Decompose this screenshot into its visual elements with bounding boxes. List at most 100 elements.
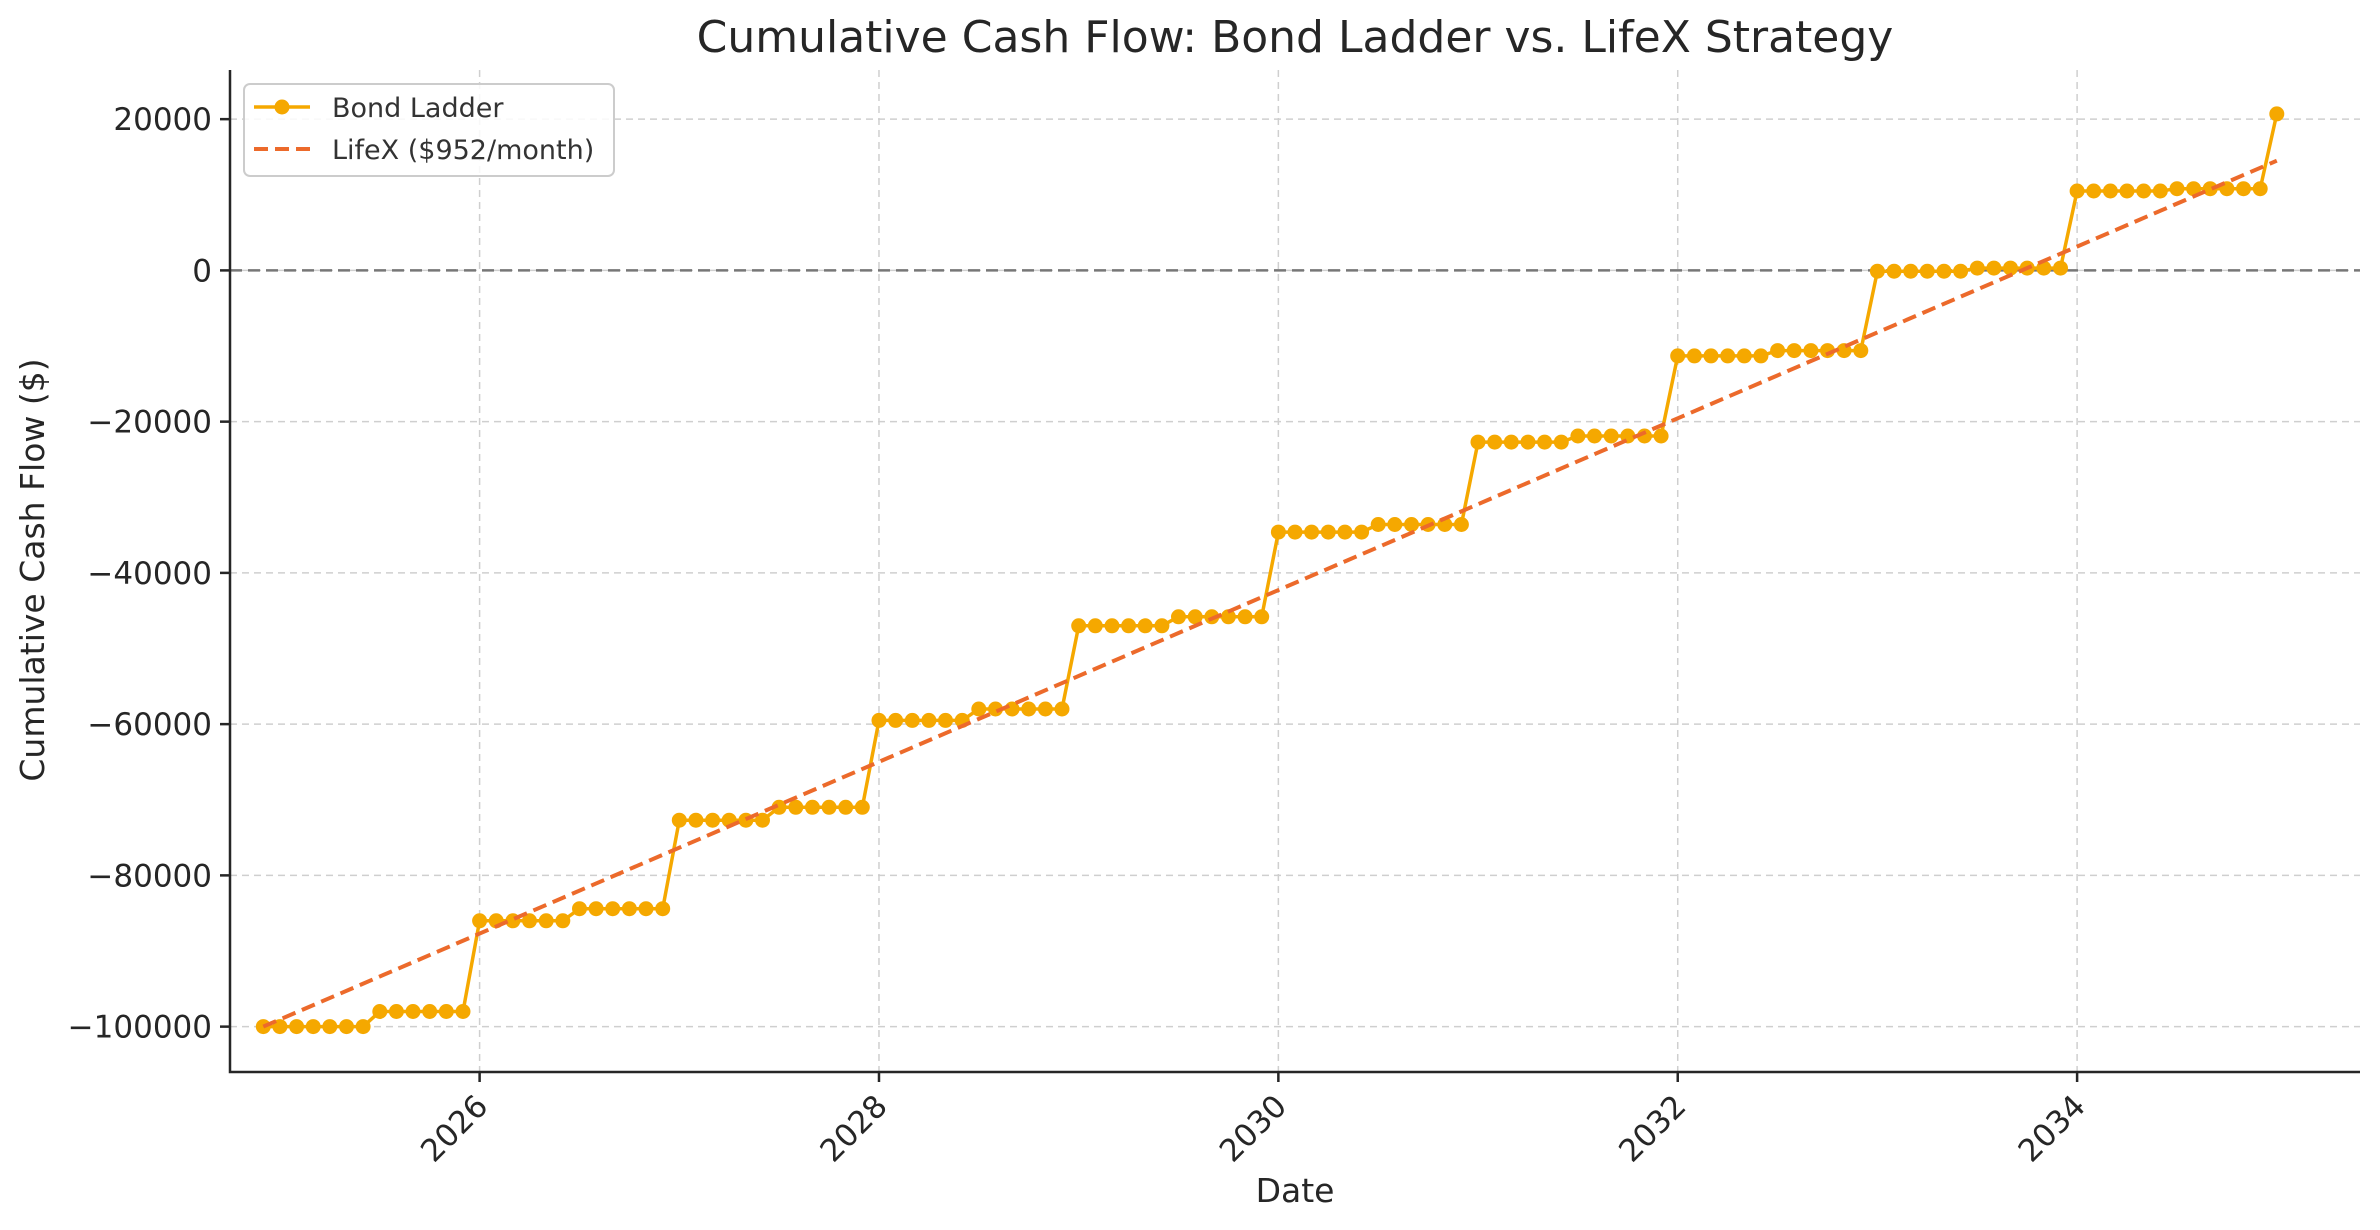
- bond-ladder-point: [1653, 428, 1669, 444]
- bond-ladder-point: [472, 913, 488, 929]
- bond-ladder-point: [804, 799, 820, 815]
- chart-title: Cumulative Cash Flow: Bond Ladder vs. Li…: [697, 12, 1894, 63]
- bond-ladder-point: [1487, 434, 1503, 450]
- bond-ladder-point: [1187, 609, 1203, 625]
- bond-ladder-point: [588, 901, 604, 917]
- bond-ladder-point: [1603, 428, 1619, 444]
- bond-ladder-point: [854, 799, 870, 815]
- bond-ladder-point: [705, 812, 721, 828]
- bond-ladder-point: [2152, 183, 2168, 199]
- bond-ladder-point: [1686, 348, 1702, 364]
- bond-ladder-point: [1037, 701, 1053, 717]
- bond-ladder-point: [1154, 618, 1170, 634]
- axis-spines: [228, 70, 2360, 1074]
- lifex-line: [262, 158, 2278, 1029]
- bond-ladder-point: [938, 712, 953, 728]
- bond-ladder-point: [1953, 263, 1969, 279]
- bond-ladder-point: [671, 812, 687, 828]
- bond-ladder-point: [1853, 343, 1869, 359]
- bond-ladder-point: [2102, 183, 2118, 199]
- bond-ladder-point: [1570, 428, 1586, 444]
- bond-ladder-point: [1786, 343, 1802, 359]
- y-axis-label: Cumulative Cash Flow ($): [13, 358, 52, 781]
- y-tick-label: −80000: [87, 858, 212, 894]
- bond-ladder-point: [455, 1004, 471, 1019]
- bond-ladder-point: [1703, 348, 1719, 364]
- bond-ladder-point: [1453, 517, 1469, 532]
- bond-ladder-point: [2069, 183, 2085, 199]
- bond-ladder-point: [1337, 524, 1353, 540]
- y-tick-label: −20000: [87, 405, 212, 441]
- bond-ladder-point: [1770, 343, 1786, 359]
- bond-ladder-point: [1936, 263, 1952, 279]
- bond-ladder-point: [605, 901, 621, 917]
- bond-ladder-point: [1736, 348, 1752, 364]
- bond-ladder-point: [1503, 434, 1519, 450]
- bond-ladder-point: [388, 1004, 404, 1019]
- bond-ladder-point: [1121, 618, 1137, 634]
- bond-ladder-point: [1969, 260, 1985, 276]
- bond-ladder-point: [921, 712, 937, 728]
- bond-ladder-point: [438, 1004, 454, 1019]
- bond-ladder-point: [1370, 517, 1386, 532]
- bond-ladder-point: [2169, 181, 2185, 197]
- bond-ladder-point: [2136, 183, 2152, 199]
- bond-ladder-point: [1270, 524, 1286, 540]
- bond-ladder-point: [1087, 618, 1103, 634]
- bond-ladder-point: [572, 901, 587, 917]
- bond-ladder-point: [2252, 181, 2268, 197]
- y-tick-label: −60000: [87, 707, 212, 743]
- bond-ladder-point: [1587, 428, 1602, 444]
- bond-ladder-point: [2202, 181, 2218, 197]
- bond-ladder-point: [2186, 181, 2202, 197]
- bond-ladder-point: [2003, 260, 2018, 276]
- legend-label-lifex: LifeX ($952/month): [332, 135, 594, 166]
- bond-ladder-point: [871, 712, 887, 728]
- legend-box: [243, 83, 615, 177]
- bond-ladder-point: [1986, 260, 2002, 276]
- bond-ladder-point: [621, 901, 637, 917]
- bond-ladder-point: [1886, 263, 1902, 279]
- bond-ladder-point: [1919, 263, 1935, 279]
- y-tick-label: 20000: [113, 102, 212, 138]
- bond-ladder-point: [1354, 524, 1370, 540]
- legend: Bond Ladder LifeX ($952/month): [243, 83, 615, 177]
- x-tick-label: 2028: [813, 1088, 894, 1169]
- y-tick-label: −100000: [68, 1010, 212, 1046]
- bond-ladder-point: [1171, 609, 1186, 625]
- bond-ladder-point: [2086, 183, 2102, 199]
- bond-ladder-point: [655, 901, 671, 917]
- bond-ladder-point: [904, 712, 920, 728]
- bond-ladder-point: [355, 1019, 371, 1035]
- y-tick-label: −40000: [87, 556, 212, 592]
- bond-ladder-point: [788, 799, 804, 815]
- bond-ladder-point: [1254, 609, 1270, 625]
- bond-ladder-point: [2269, 106, 2285, 122]
- bond-ladder-point: [372, 1004, 388, 1019]
- bond-ladder-point: [1803, 343, 1819, 359]
- bond-ladder-point: [289, 1019, 305, 1035]
- bond-ladder-point: [771, 799, 787, 815]
- bond-ladder-point: [1670, 348, 1686, 364]
- bond-ladder-point: [1537, 434, 1553, 450]
- bond-ladder-point: [405, 1004, 421, 1019]
- bond-ladder-point: [988, 701, 1003, 717]
- x-tick-label: 2032: [1612, 1088, 1693, 1169]
- bond-ladder-point: [821, 799, 837, 815]
- legend-label-bond: Bond Ladder: [332, 93, 504, 124]
- bond-ladder-point: [971, 701, 987, 717]
- x-tick-label: 2026: [414, 1088, 495, 1169]
- bond-ladder-point: [1903, 263, 1919, 279]
- bond-ladder-point: [1553, 434, 1569, 450]
- bond-ladder-point: [1470, 434, 1486, 450]
- bond-ladder-point: [1753, 348, 1769, 364]
- bond-ladder-point: [1071, 618, 1087, 634]
- bond-ladder-point: [322, 1019, 338, 1035]
- bond-ladder-point: [339, 1019, 354, 1035]
- bond-ladder-line: [263, 113, 2279, 1029]
- y-tick-label: 0: [192, 253, 212, 289]
- bond-ladder-point: [522, 913, 537, 929]
- series-layer: [255, 106, 2285, 1035]
